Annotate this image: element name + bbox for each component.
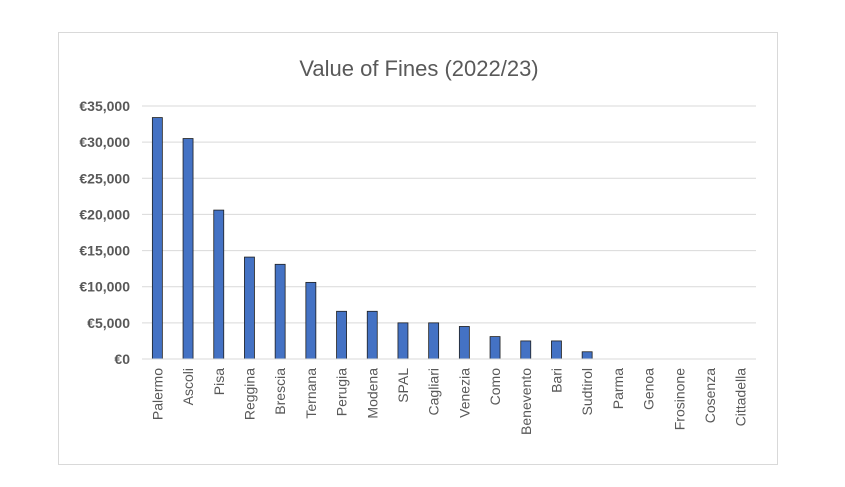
bar-spal — [397, 322, 409, 360]
x-tick-label: Cosenza — [702, 368, 718, 423]
bar-venezia — [458, 326, 470, 360]
x-tick-label: Bari — [548, 368, 564, 393]
x-tick-label: Parma — [610, 368, 626, 409]
bar-bari — [551, 340, 562, 360]
x-tick-label: Cittadella — [733, 368, 749, 427]
y-tick-label: €30,000 — [79, 134, 130, 150]
x-axis-labels: Palermo Ascoli Pisa Reggina Brescia Ternana Pe… — [149, 368, 748, 435]
y-tick-label: €15,000 — [79, 243, 130, 259]
bar-perugia — [336, 310, 347, 360]
y-tick-label: €35,000 — [79, 98, 130, 114]
y-axis-ticks: €0 €5,000 €10,000 €15,000 €20,000 €25,000 €30,… — [79, 98, 130, 367]
x-tick-label: SPAL — [395, 368, 411, 403]
x-tick-label: Reggina — [241, 368, 257, 420]
y-tick-label: €20,000 — [79, 206, 130, 222]
bar-ascoli — [182, 138, 194, 360]
x-tick-label: Perugia — [334, 368, 350, 416]
x-tick-label: Modena — [364, 368, 380, 419]
x-tick-label: Brescia — [272, 368, 288, 415]
x-tick-label: Genoa — [641, 368, 657, 410]
bar-benevento — [520, 340, 532, 360]
bar-modena — [366, 310, 378, 360]
bar-como — [489, 336, 501, 360]
x-tick-label: Ascoli — [180, 368, 196, 405]
gridlines — [142, 105, 756, 324]
y-tick-label: €25,000 — [79, 170, 130, 186]
bar-sudtirol — [581, 351, 593, 360]
chart-frame — [58, 32, 778, 465]
bar-brescia — [274, 263, 286, 360]
chart-title: Value of Fines (2022/23) — [299, 56, 538, 81]
bar-ternana — [305, 281, 317, 360]
x-tick-label: Venezia — [456, 368, 472, 418]
y-tick-label: €10,000 — [79, 279, 130, 295]
x-tick-label: Cagliari — [426, 368, 442, 415]
x-tick-label: Palermo — [149, 368, 165, 420]
x-tick-label: Frosinone — [671, 368, 687, 430]
x-tick-label: Sudtirol — [579, 368, 595, 415]
x-tick-label: Pisa — [211, 368, 227, 395]
bar-pisa — [213, 209, 225, 360]
x-tick-label: Como — [487, 368, 503, 406]
y-tick-label: €0 — [114, 351, 130, 367]
bar-reggina — [244, 256, 255, 360]
bar-palermo — [151, 117, 163, 360]
x-tick-label: Benevento — [518, 368, 534, 435]
x-tick-label: Ternana — [303, 368, 319, 419]
y-tick-label: €5,000 — [87, 315, 130, 331]
bar-cagliari — [428, 322, 440, 360]
